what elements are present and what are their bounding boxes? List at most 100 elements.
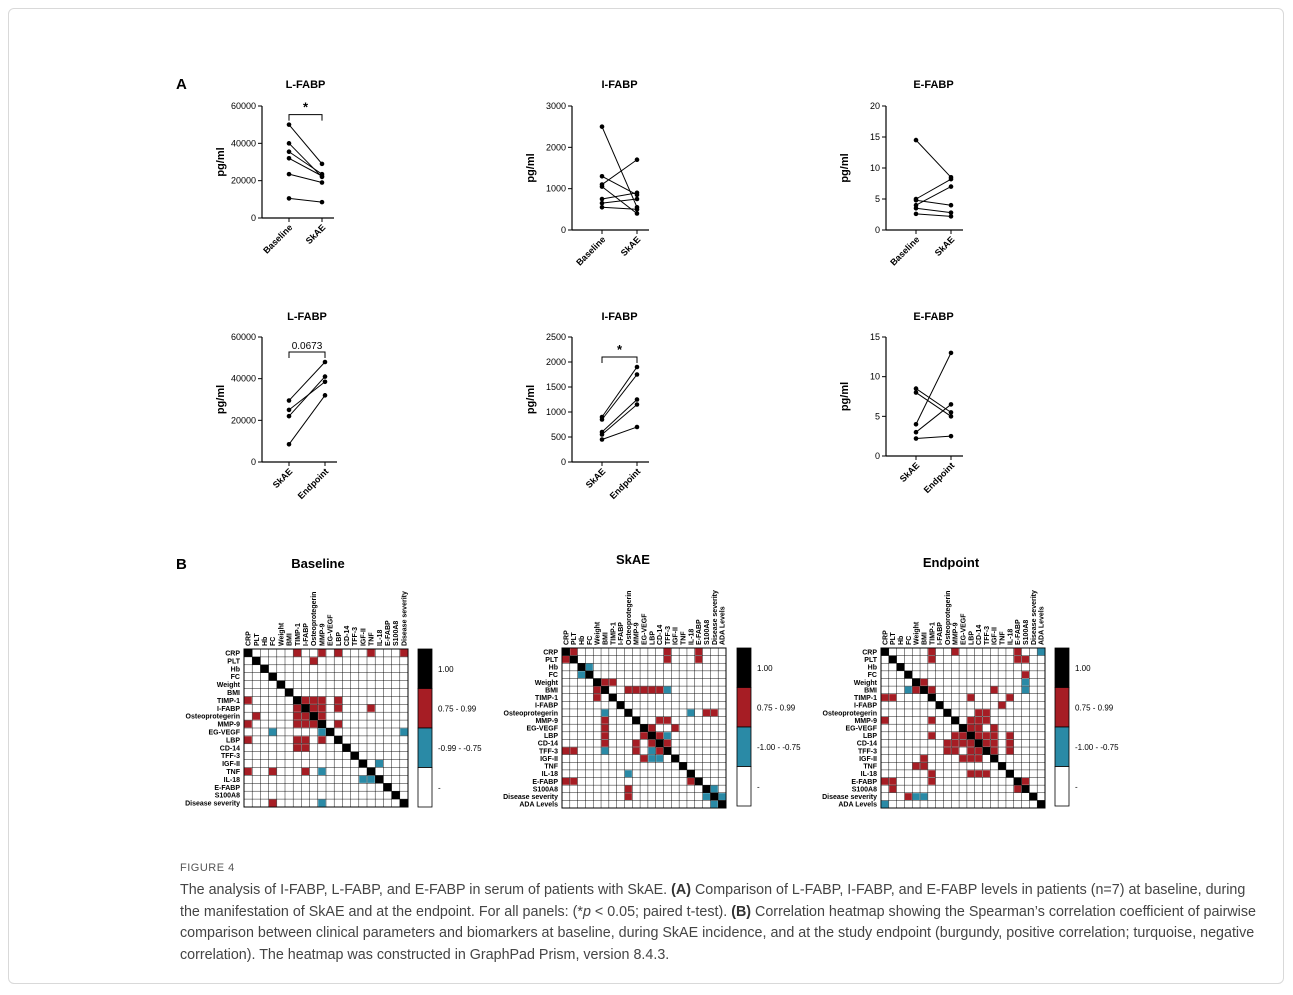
row-label: EG-VEGF — [526, 726, 558, 733]
cell-positive — [562, 777, 570, 785]
cell-positive — [293, 736, 301, 744]
cell-diagonal — [694, 777, 703, 786]
row-label: IL-18 — [861, 771, 877, 778]
legend-label: -1.00 - -0.75 — [1075, 743, 1119, 752]
y-tick-label: 0 — [251, 213, 256, 223]
y-tick-label: 1000 — [546, 184, 566, 194]
data-point — [634, 397, 640, 402]
data-point — [599, 204, 605, 210]
cell-positive — [975, 732, 983, 740]
cell-positive — [301, 744, 310, 752]
column-label: E-FABP — [696, 619, 703, 645]
cell-positive — [951, 739, 959, 747]
cell-positive — [967, 694, 975, 701]
x-tick-label: SkAE — [619, 234, 643, 258]
cell-negative — [904, 686, 912, 694]
cell-positive — [301, 712, 310, 720]
legend-label: 1.00 — [757, 664, 773, 673]
column-label: EG-VEGF — [328, 614, 335, 646]
cell-positive — [990, 747, 998, 755]
column-label: PLT — [890, 632, 897, 645]
pair-line — [601, 399, 638, 433]
cell-diagonal — [647, 731, 656, 740]
cell-diagonal — [881, 648, 889, 656]
caption-title: The analysis of I-FABP, L-FABP, and E-FA… — [180, 882, 668, 898]
x-tick-label: SkAE — [304, 222, 328, 246]
legend-swatch — [1054, 766, 1070, 807]
cell-positive — [889, 694, 897, 701]
cell-positive — [920, 678, 928, 686]
cell-positive — [318, 649, 326, 657]
cell-positive — [293, 704, 301, 712]
cell-positive — [656, 747, 664, 755]
row-label: TFF-3 — [539, 748, 558, 755]
cell-diagonal — [285, 688, 294, 697]
data-point — [948, 402, 954, 407]
legend-swatch — [736, 766, 752, 807]
cell-positive — [632, 747, 640, 755]
plot-title: I-FABP — [601, 79, 637, 91]
heatmap-skae: SkAECRPCRPPLTPLTHbHbFCFCWeightWeightBMIB… — [503, 552, 801, 809]
cell-negative — [663, 732, 671, 740]
cell-positive — [648, 724, 656, 732]
cell-positive — [959, 755, 967, 762]
cell-positive — [269, 799, 277, 807]
column-label: MMP-9 — [953, 622, 960, 645]
y-tick-label: 1500 — [546, 382, 566, 392]
cell-positive — [975, 770, 983, 778]
cell-diagonal — [244, 649, 253, 657]
cell-positive — [928, 770, 936, 778]
row-label: ADA Levels — [838, 802, 877, 809]
pair-line — [915, 213, 952, 217]
cell-positive — [982, 739, 990, 747]
pair-line — [915, 186, 952, 206]
row-label: CRP — [225, 650, 240, 657]
column-label: CD-14 — [657, 625, 664, 645]
data-point — [948, 214, 954, 219]
cell-diagonal — [383, 783, 392, 792]
row-label: I-FABP — [854, 703, 877, 710]
y-tick-label: 20000 — [231, 415, 256, 425]
pair-line — [915, 435, 952, 440]
row-label: Osteoprotegerin — [186, 714, 240, 721]
pair-line — [601, 366, 638, 418]
column-label: S100A8 — [704, 620, 711, 645]
cell-diagonal — [608, 693, 617, 702]
cell-diagonal — [888, 655, 897, 664]
pair-line — [601, 192, 638, 200]
cell-positive — [632, 739, 640, 747]
cell-diagonal — [920, 686, 928, 694]
cell-diagonal — [702, 785, 711, 793]
data-point — [948, 210, 954, 215]
data-point — [634, 372, 640, 377]
data-point — [319, 161, 325, 167]
cell-positive — [293, 744, 301, 752]
cell-positive — [990, 686, 998, 694]
legend-swatch — [736, 687, 752, 728]
heatmap-baseline: BaselineCRPCRPPLTPLTHbHbFCFCWeightWeight… — [185, 556, 482, 808]
column-label: Hb — [898, 636, 905, 645]
data-point — [599, 184, 605, 189]
cell-positive — [1006, 732, 1014, 740]
cell-positive — [310, 696, 318, 704]
y-tick-label: 0 — [561, 457, 566, 467]
cell-negative — [318, 728, 326, 736]
cell-positive — [967, 716, 975, 724]
x-tick-label: Baseline — [888, 234, 921, 267]
data-point — [634, 364, 640, 370]
heatmap-legend: 1.00 0.75 - 0.99 -0.99 - -0.75 - — [417, 648, 482, 808]
cell-positive — [928, 716, 936, 724]
data-point — [286, 141, 292, 146]
significance-label: 0.0673 — [292, 341, 323, 352]
column-label: IGF-II — [360, 628, 367, 646]
data-point — [319, 173, 325, 179]
cell-positive — [951, 648, 959, 656]
cell-positive — [967, 739, 975, 747]
y-tick-label: 2500 — [546, 332, 566, 342]
cell-diagonal — [260, 664, 269, 673]
cell-diagonal — [710, 792, 719, 801]
data-point — [599, 173, 605, 179]
cell-diagonal — [655, 739, 664, 748]
row-label: CD-14 — [857, 741, 877, 748]
cell-diagonal — [367, 767, 376, 776]
